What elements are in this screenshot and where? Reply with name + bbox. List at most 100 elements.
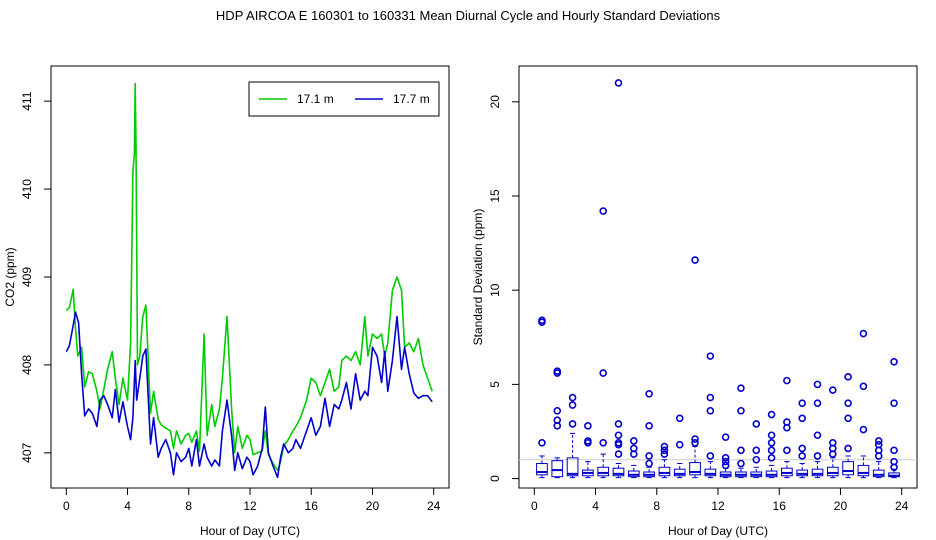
box-iqr bbox=[566, 457, 579, 477]
y-tick-label: 0 bbox=[488, 475, 502, 482]
x-tick-label: 8 bbox=[653, 499, 660, 513]
outlier-point bbox=[599, 207, 607, 215]
outlier-point bbox=[752, 420, 761, 428]
outlier-point bbox=[767, 431, 776, 440]
boxplot-hour bbox=[811, 380, 824, 479]
outlier-point bbox=[721, 433, 730, 441]
outlier-point bbox=[737, 446, 745, 455]
x-tick-label: 4 bbox=[592, 499, 599, 513]
outlier-point bbox=[706, 393, 715, 402]
y-tick-label: 408 bbox=[20, 355, 34, 375]
outlier-point bbox=[614, 79, 623, 87]
boxplot-hour bbox=[643, 390, 655, 479]
outlier-point bbox=[660, 446, 669, 455]
outlier-point bbox=[783, 376, 791, 385]
box-iqr bbox=[536, 463, 548, 476]
outlier-point bbox=[645, 452, 653, 460]
boxplot-hour bbox=[781, 376, 793, 479]
outlier-point bbox=[813, 431, 822, 440]
outlier-point bbox=[538, 316, 546, 325]
box-iqr bbox=[704, 468, 717, 477]
box-iqr bbox=[826, 466, 839, 477]
boxplot-hour bbox=[658, 442, 671, 479]
boxplot-hour bbox=[842, 373, 854, 479]
outlier-point bbox=[752, 446, 761, 455]
outlier-point bbox=[584, 437, 592, 445]
boxplot-hour bbox=[750, 420, 763, 479]
boxplot-hour bbox=[536, 316, 548, 479]
y-tick-label: 410 bbox=[20, 179, 34, 199]
x-tick-label: 24 bbox=[427, 499, 441, 513]
outlier-point bbox=[691, 256, 699, 264]
x-tick-label: 24 bbox=[895, 499, 909, 513]
x-axis: 0 4 8 12 16 20 24 Hour of Day (UTC) bbox=[531, 487, 909, 538]
boxplot-hour bbox=[872, 437, 885, 479]
outlier-point bbox=[538, 438, 546, 447]
y-tick-label: 409 bbox=[20, 267, 34, 287]
boxplot-hour bbox=[735, 384, 747, 479]
outlier-point bbox=[675, 440, 684, 449]
box-iqr bbox=[811, 468, 824, 477]
outlier-point bbox=[890, 399, 898, 408]
boxplot-hour bbox=[627, 437, 640, 479]
outlier-point bbox=[767, 454, 776, 462]
outlier-point bbox=[813, 452, 822, 460]
outlier-point bbox=[691, 438, 699, 447]
outlier-point bbox=[874, 437, 883, 445]
outlier-point bbox=[859, 382, 868, 391]
outlier-point bbox=[859, 329, 868, 338]
boxplot-hour bbox=[704, 352, 717, 479]
outlier-point bbox=[614, 438, 623, 447]
x-tick-label: 20 bbox=[366, 499, 380, 513]
y-tick-label: 15 bbox=[488, 189, 502, 203]
panel-2: 0 4 8 12 16 20 24 Hour of Day (UTC) 0 5 10 15 20 Stan… bbox=[471, 65, 918, 538]
y-axis-label: Standard Deviation (ppm) bbox=[471, 209, 485, 346]
outlier-point bbox=[721, 457, 730, 466]
box-iqr bbox=[658, 466, 671, 477]
y-axis-label: CO2 (ppm) bbox=[3, 247, 17, 306]
boxplot-hour bbox=[857, 329, 870, 479]
outlier-point bbox=[645, 390, 653, 398]
y-tick-label: 407 bbox=[20, 443, 34, 463]
legend-label: 17.1 m bbox=[297, 92, 334, 106]
outlier-point bbox=[798, 452, 806, 460]
outlier-point bbox=[752, 455, 761, 464]
x-tick-label: 0 bbox=[531, 499, 538, 513]
outlier-point bbox=[568, 420, 577, 428]
outlier-point bbox=[737, 406, 745, 415]
outlier-point bbox=[813, 380, 822, 389]
boxplot-hour bbox=[765, 410, 778, 479]
outlier-point bbox=[630, 444, 638, 453]
outlier-point bbox=[721, 461, 730, 470]
y-tick-label: 20 bbox=[488, 95, 502, 109]
x-tick-label: 12 bbox=[711, 499, 725, 513]
outlier-point bbox=[767, 410, 776, 419]
outlier-point bbox=[874, 440, 883, 449]
outlier-point bbox=[783, 418, 791, 426]
y-axis: 0 5 10 15 20 Standard Deviation (ppm) bbox=[471, 95, 520, 482]
x-tick-label: 12 bbox=[243, 499, 257, 513]
x-axis-label: Hour of Day (UTC) bbox=[200, 524, 300, 538]
y-axis: 407 408 409 410 411 CO2 (ppm) bbox=[3, 91, 52, 463]
outlier-point bbox=[767, 438, 776, 447]
outlier-point bbox=[844, 444, 852, 453]
x-axis-label: Hour of Day (UTC) bbox=[668, 524, 768, 538]
x-tick-label: 0 bbox=[63, 499, 70, 513]
outlier-point bbox=[829, 438, 837, 447]
boxplot-hour bbox=[566, 393, 579, 479]
box-iqr bbox=[597, 466, 610, 477]
outlier-point bbox=[798, 399, 806, 408]
x-tick-label: 20 bbox=[834, 499, 848, 513]
outlier-point bbox=[844, 414, 852, 423]
boxplot-hour bbox=[582, 422, 594, 479]
box-iqr bbox=[689, 462, 701, 476]
y-tick-label: 411 bbox=[20, 91, 34, 110]
outlier-point bbox=[767, 446, 776, 455]
outlier-point bbox=[706, 406, 715, 415]
outlier-point bbox=[553, 367, 562, 375]
outlier-point bbox=[859, 425, 868, 434]
box-iqr bbox=[842, 461, 854, 476]
y-tick-label: 10 bbox=[488, 283, 502, 297]
